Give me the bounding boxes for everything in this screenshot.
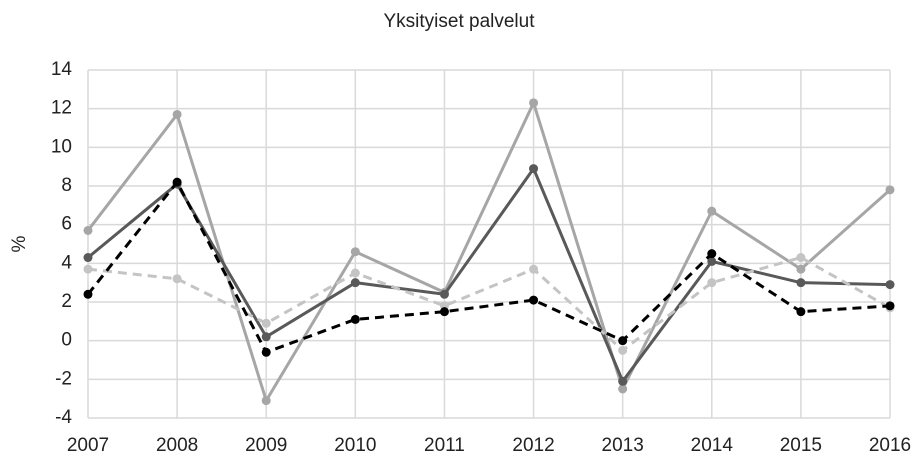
point xyxy=(885,185,895,195)
x-tick-label: 2007 xyxy=(67,435,109,456)
point xyxy=(350,247,360,257)
y-axis-label: % xyxy=(9,235,30,252)
x-tick-label: 2016 xyxy=(869,435,911,456)
point xyxy=(529,164,539,174)
y-tick-label: 0 xyxy=(61,330,72,351)
point xyxy=(172,177,182,187)
point xyxy=(350,314,360,324)
point xyxy=(796,278,806,288)
point xyxy=(83,264,93,274)
point xyxy=(172,274,182,284)
point xyxy=(885,301,895,311)
series-line xyxy=(87,167,891,383)
point xyxy=(439,307,449,317)
point xyxy=(796,253,806,263)
point xyxy=(707,249,717,259)
point xyxy=(83,289,93,299)
x-tick-label: 2014 xyxy=(691,435,734,456)
series-line xyxy=(86,180,891,354)
point xyxy=(83,225,93,235)
x-tick-label: 2011 xyxy=(424,435,465,456)
point xyxy=(529,98,539,108)
point xyxy=(618,376,628,386)
point xyxy=(796,307,806,317)
x-tick-label: 2008 xyxy=(156,435,198,456)
y-tick-label: 12 xyxy=(51,98,72,119)
point xyxy=(529,264,539,274)
y-tick-label: -2 xyxy=(55,368,72,389)
point xyxy=(261,347,271,357)
point xyxy=(172,109,182,119)
point xyxy=(350,278,360,288)
y-tick-label: 14 xyxy=(51,59,73,80)
point xyxy=(261,332,271,342)
series-line xyxy=(87,256,891,352)
point xyxy=(707,206,717,216)
point xyxy=(885,280,895,290)
y-tick-label: 2 xyxy=(61,291,72,312)
y-tick-label: 10 xyxy=(51,136,72,157)
point xyxy=(529,295,539,305)
x-tick-label: 2015 xyxy=(780,435,822,456)
point xyxy=(83,253,93,263)
chart-title: Yksityiset palvelut xyxy=(383,11,535,32)
point xyxy=(618,345,628,355)
point xyxy=(796,264,806,274)
x-tick-label: 2012 xyxy=(512,435,554,456)
y-tick-label: 6 xyxy=(61,214,72,235)
point xyxy=(261,318,271,328)
point xyxy=(707,256,717,266)
y-tick-label: 4 xyxy=(61,252,72,273)
point xyxy=(439,289,449,299)
x-tick-label: 2009 xyxy=(245,435,287,456)
x-tick-label: 2010 xyxy=(334,435,376,456)
x-tick-label: 2013 xyxy=(602,435,644,456)
point xyxy=(261,396,271,406)
point xyxy=(618,384,628,394)
y-tick-label: 8 xyxy=(61,175,72,196)
y-tick-label: -4 xyxy=(55,407,72,428)
point xyxy=(707,278,717,288)
point xyxy=(618,336,628,346)
point xyxy=(350,268,360,278)
